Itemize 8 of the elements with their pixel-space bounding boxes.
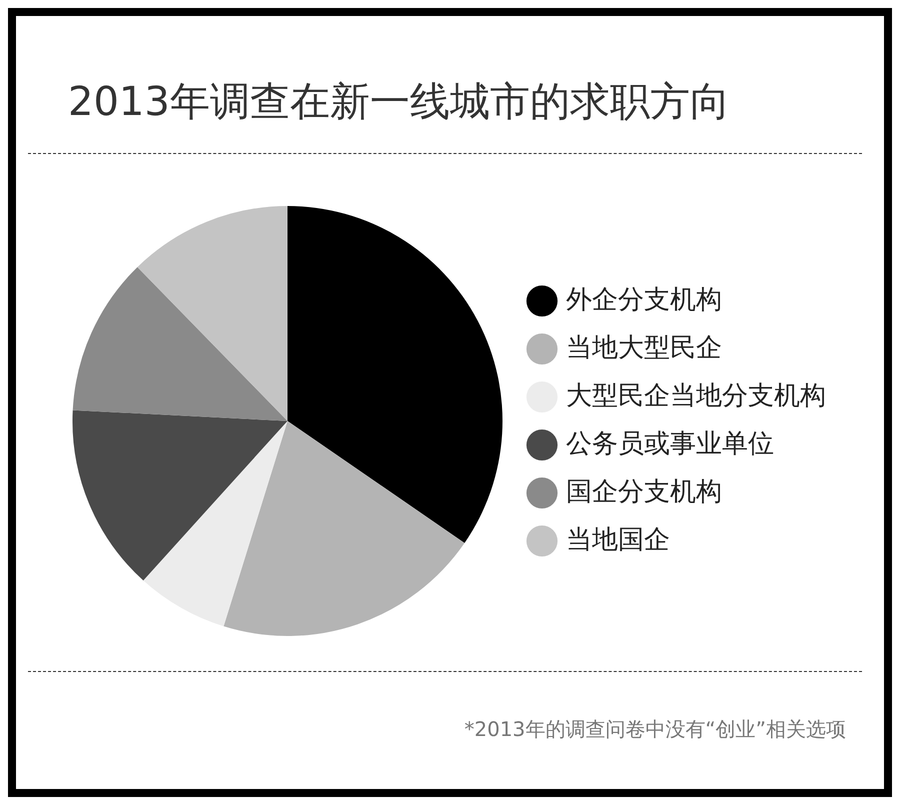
chart-title: 2013年调查在新一线城市的求职方向 (68, 78, 730, 127)
legend-label: 大型民企当地分支机构 (566, 380, 826, 411)
legend-label: 当地国企 (566, 524, 670, 555)
legend-label: 当地大型民企 (566, 332, 722, 363)
legend-label: 国企分支机构 (566, 476, 722, 507)
legend-label: 公务员或事业单位 (566, 428, 774, 459)
text: *2013年的调查问卷中没有“创业”相关选项 (464, 716, 846, 743)
legend-label: 外企分支机构 (566, 284, 722, 315)
